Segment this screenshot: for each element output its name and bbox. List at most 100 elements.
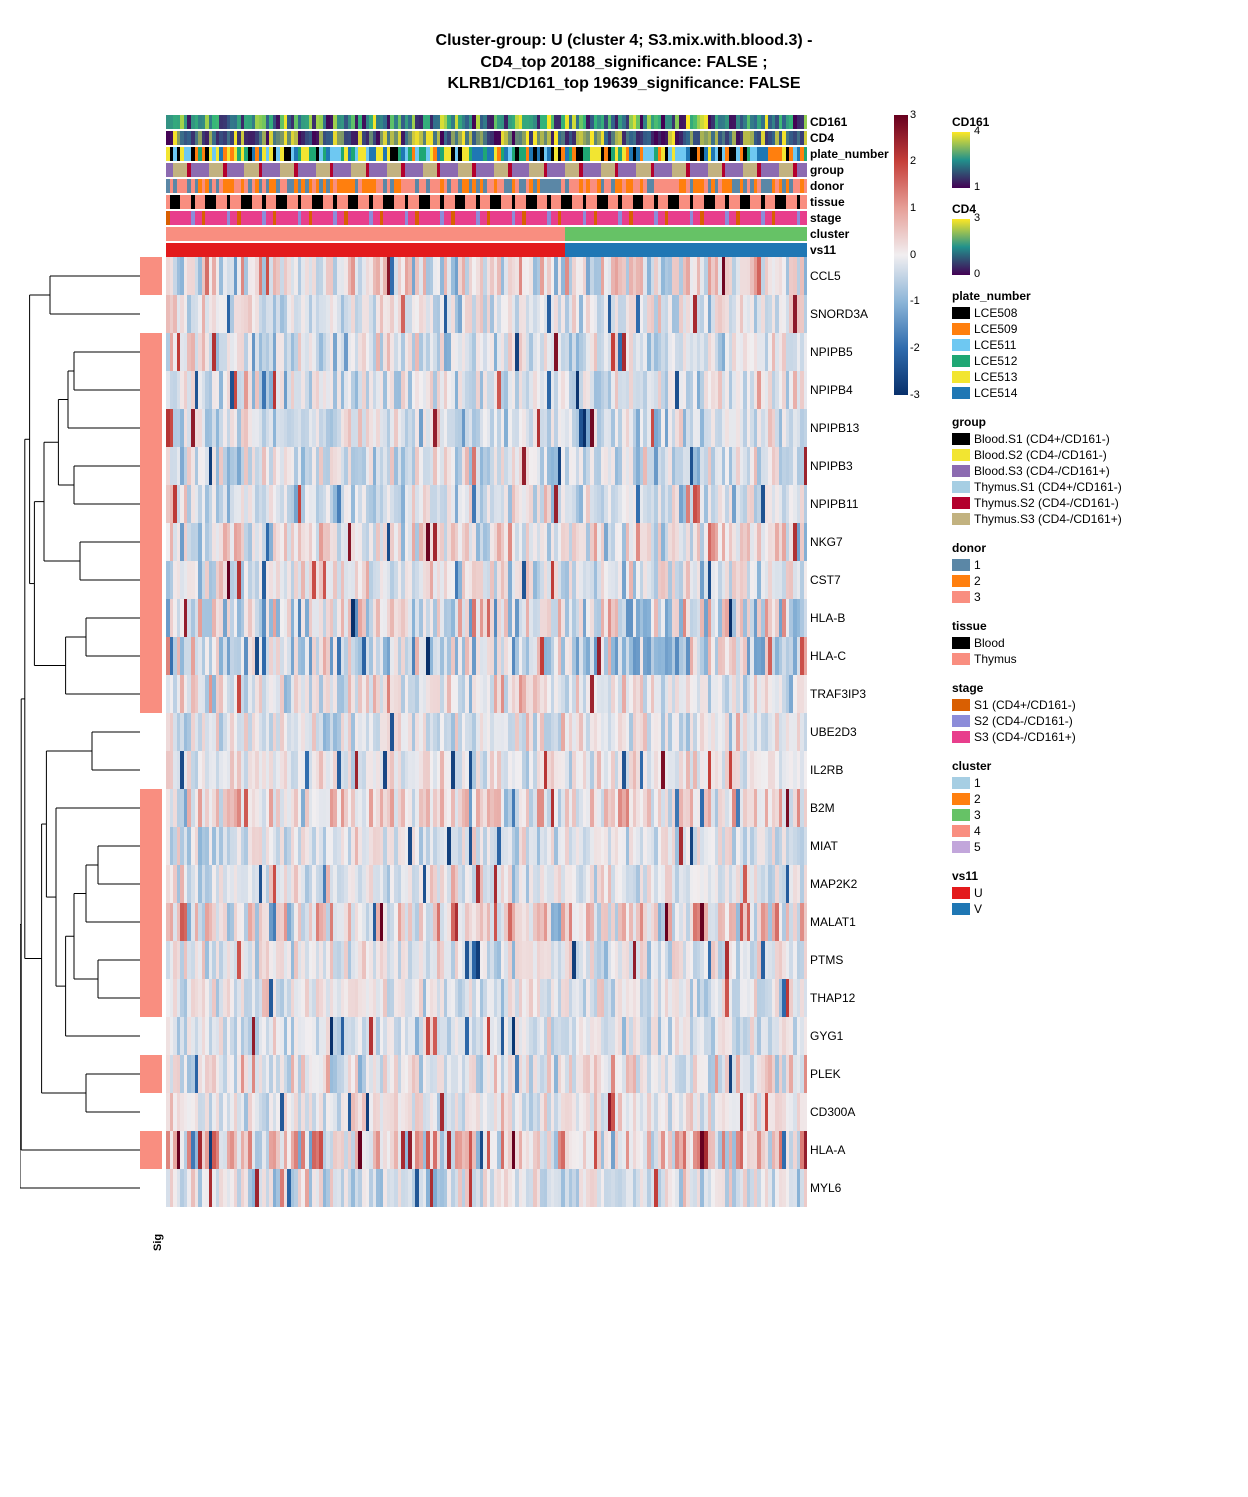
legend-item: 3 bbox=[952, 590, 1192, 605]
legend-label: 2 bbox=[974, 574, 981, 589]
heatmap-row bbox=[166, 257, 806, 295]
legend-item: Blood bbox=[952, 636, 1192, 651]
legend-label: LCE513 bbox=[974, 370, 1017, 385]
heatmap-row bbox=[166, 827, 806, 865]
gene-label: PTMS bbox=[810, 941, 890, 979]
sig-cell bbox=[140, 485, 162, 523]
heatmap-row bbox=[166, 485, 806, 523]
colorbar-tick: 1 bbox=[910, 202, 916, 214]
sig-cell bbox=[140, 1169, 162, 1207]
annot-label: stage bbox=[810, 211, 890, 225]
legend-swatch bbox=[952, 387, 970, 399]
gene-label: HLA-A bbox=[810, 1131, 890, 1169]
legend-item: U bbox=[952, 886, 1192, 901]
legend-label: 1 bbox=[974, 776, 981, 791]
legend-item: Blood.S2 (CD4-/CD161-) bbox=[952, 448, 1192, 463]
colorbar-tick: 0 bbox=[910, 249, 916, 261]
legend-label: Thymus bbox=[974, 652, 1017, 667]
legend-swatch bbox=[952, 699, 970, 711]
annot-label: CD4 bbox=[810, 131, 890, 145]
legend-item: 2 bbox=[952, 574, 1192, 589]
annot-track-stage bbox=[166, 211, 806, 225]
legend-item: 5 bbox=[952, 840, 1192, 855]
legend-swatch bbox=[952, 575, 970, 587]
legend-item: LCE512 bbox=[952, 354, 1192, 369]
legend-label: S1 (CD4+/CD161-) bbox=[974, 698, 1076, 713]
sig-cell bbox=[140, 409, 162, 447]
legend-label: 2 bbox=[974, 792, 981, 807]
heatmap-row bbox=[166, 903, 806, 941]
sig-cell bbox=[140, 447, 162, 485]
legend-label: 3 bbox=[974, 808, 981, 823]
heatmap-row bbox=[166, 409, 806, 447]
legend-label: LCE512 bbox=[974, 354, 1017, 369]
legend-item: 3 bbox=[952, 808, 1192, 823]
heatmap-row bbox=[166, 675, 806, 713]
legend-item: LCE511 bbox=[952, 338, 1192, 353]
legend-swatch bbox=[952, 841, 970, 853]
legend-swatch bbox=[952, 481, 970, 493]
legend-title: stage bbox=[952, 681, 1192, 696]
annot-track-CD161 bbox=[166, 115, 806, 129]
heatmap-row bbox=[166, 1131, 806, 1169]
heatmap-row bbox=[166, 523, 806, 561]
sig-cell bbox=[140, 1093, 162, 1131]
legend-title: vs11 bbox=[952, 869, 1192, 884]
legend-item: LCE513 bbox=[952, 370, 1192, 385]
sig-cell bbox=[140, 295, 162, 333]
heatmap-row bbox=[166, 371, 806, 409]
sig-cell bbox=[140, 903, 162, 941]
legend-item: 4 bbox=[952, 824, 1192, 839]
colorbar-tick: 2 bbox=[910, 155, 916, 167]
legend-gradient bbox=[952, 219, 970, 275]
legend-item: S1 (CD4+/CD161-) bbox=[952, 698, 1192, 713]
legend-swatch bbox=[952, 307, 970, 319]
legend-swatch bbox=[952, 497, 970, 509]
sig-cell bbox=[140, 713, 162, 751]
column-annotation-labels: CD161CD4plate_numbergroupdonortissuestag… bbox=[810, 115, 890, 257]
legend-label: LCE509 bbox=[974, 322, 1017, 337]
gene-label: MIAT bbox=[810, 827, 890, 865]
gene-label: MALAT1 bbox=[810, 903, 890, 941]
gene-label: CD300A bbox=[810, 1093, 890, 1131]
legend-label: 4 bbox=[974, 824, 981, 839]
sig-cell bbox=[140, 675, 162, 713]
gene-label: HLA-C bbox=[810, 637, 890, 675]
legend-label: U bbox=[974, 886, 983, 901]
gene-label: GYG1 bbox=[810, 1017, 890, 1055]
legend-label: Thymus.S2 (CD4-/CD161-) bbox=[974, 496, 1119, 511]
legend-swatch bbox=[952, 559, 970, 571]
sig-axis-label: Sig bbox=[152, 1234, 164, 1251]
gene-label: B2M bbox=[810, 789, 890, 827]
annot-track-cluster bbox=[166, 227, 806, 241]
sig-cell bbox=[140, 1055, 162, 1093]
gene-label: NPIPB11 bbox=[810, 485, 890, 523]
sig-cell bbox=[140, 827, 162, 865]
legend-item: 1 bbox=[952, 776, 1192, 791]
plot-title: Cluster-group: U (cluster 4; S3.mix.with… bbox=[274, 30, 974, 95]
heatmap-body bbox=[166, 257, 806, 1207]
legend-item: 1 bbox=[952, 558, 1192, 573]
heatmap-row bbox=[166, 295, 806, 333]
gene-label: NPIPB13 bbox=[810, 409, 890, 447]
gene-label: CCL5 bbox=[810, 257, 890, 295]
legend-title: donor bbox=[952, 541, 1192, 556]
gene-label: CST7 bbox=[810, 561, 890, 599]
annot-track-CD4 bbox=[166, 131, 806, 145]
legend-item: Thymus bbox=[952, 652, 1192, 667]
legend-panel: CD16114CD403plate_numberLCE508LCE509LCE5… bbox=[952, 115, 1192, 931]
sig-cell bbox=[140, 257, 162, 295]
heatmap-row bbox=[166, 1093, 806, 1131]
legend-item: Blood.S1 (CD4+/CD161-) bbox=[952, 432, 1192, 447]
sig-cell bbox=[140, 333, 162, 371]
legend-label: Blood.S3 (CD4-/CD161+) bbox=[974, 464, 1110, 479]
annot-label: plate_number bbox=[810, 147, 890, 161]
sig-cell bbox=[140, 865, 162, 903]
legend-swatch bbox=[952, 903, 970, 915]
legend-swatch bbox=[952, 371, 970, 383]
legend-swatch bbox=[952, 449, 970, 461]
gene-label: NKG7 bbox=[810, 523, 890, 561]
row-dendrogram bbox=[20, 257, 140, 1207]
gene-label: THAP12 bbox=[810, 979, 890, 1017]
gene-label: SNORD3A bbox=[810, 295, 890, 333]
